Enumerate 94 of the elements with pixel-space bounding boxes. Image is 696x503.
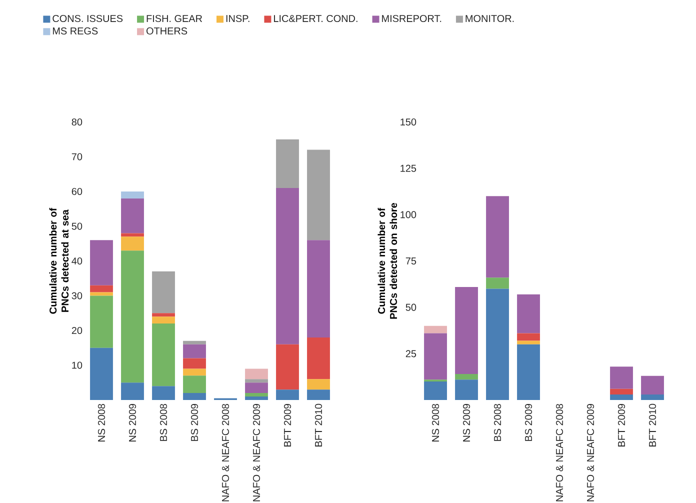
bar — [455, 286, 478, 374]
bar — [245, 396, 268, 400]
y-tick-label: 150 — [400, 118, 416, 126]
legend-label: LIC&PERT. COND. — [274, 14, 358, 22]
x-tick-label: BS 2008 — [160, 404, 168, 441]
x-tick-label: BFT 2010 — [648, 404, 656, 446]
y-tick-label: 40 — [72, 257, 82, 265]
bar — [486, 288, 509, 400]
bar — [486, 196, 509, 278]
bar — [152, 313, 175, 317]
bar — [245, 368, 268, 380]
bar — [121, 236, 144, 251]
bar — [121, 198, 144, 234]
bar — [183, 340, 206, 344]
bar — [424, 333, 447, 380]
bar — [641, 376, 664, 394]
y-tick-label: 50 — [72, 222, 82, 230]
bar — [307, 390, 330, 400]
bar — [183, 376, 206, 394]
x-tick-label: BS 2009 — [190, 404, 198, 441]
y-tick-label: 75 — [406, 258, 416, 264]
bar — [517, 340, 540, 344]
bar — [152, 386, 175, 400]
bar — [307, 337, 330, 380]
x-tick-label: NS 2009 — [462, 404, 470, 442]
bar — [455, 374, 478, 380]
bar — [90, 240, 113, 286]
bar — [121, 233, 144, 237]
bar — [276, 188, 299, 344]
bar — [517, 294, 540, 334]
bar — [152, 324, 175, 386]
x-tick-label: BFT 2009 — [618, 404, 626, 446]
x-tick-label: BS 2009 — [524, 404, 532, 441]
legend-label: CONS. ISSUES — [52, 14, 123, 22]
bar — [307, 240, 330, 338]
x-tick-label: NS 2009 — [128, 404, 136, 442]
bar — [245, 382, 268, 394]
y-tick-label: 100 — [400, 211, 416, 218]
bar — [517, 344, 540, 400]
y-tick-label: 125 — [400, 164, 416, 172]
x-tick-label: NAFO & NEAFC 2008 — [222, 404, 230, 502]
bar — [183, 358, 206, 369]
bar — [276, 344, 299, 390]
x-tick-label: BS 2008 — [494, 404, 502, 441]
y-tick-label: 25 — [406, 350, 416, 358]
bar — [90, 296, 113, 348]
bar — [610, 388, 633, 394]
bar — [276, 390, 299, 400]
bar — [90, 292, 113, 296]
y-tick-label: 50 — [406, 304, 416, 311]
y-tick-label: 70 — [72, 153, 82, 160]
legend-label: OTHERS — [146, 27, 188, 34]
y-tick-label: 30 — [72, 292, 82, 300]
x-tick-label: NAFO & NEAFC 2008 — [556, 404, 564, 502]
bar — [183, 344, 206, 358]
bar — [152, 271, 175, 314]
bar — [152, 316, 175, 324]
bar — [90, 348, 113, 400]
y-axis-title: Cumulative number of PNCs detected on shore — [378, 202, 398, 319]
legend-label: MS REGS — [52, 27, 98, 34]
bar — [641, 394, 664, 400]
x-tick-label: BFT 2009 — [284, 404, 292, 446]
x-tick-label: NS 2008 — [98, 404, 106, 442]
bar — [610, 366, 633, 389]
bar — [121, 382, 144, 400]
legend-label: MISREPORT. — [382, 14, 442, 22]
bar — [276, 139, 299, 188]
bar — [121, 192, 144, 198]
y-tick-label: 80 — [72, 118, 82, 126]
bar — [90, 285, 113, 292]
bar — [183, 393, 206, 400]
x-tick-label: NAFO & NEAFC 2009 — [586, 404, 594, 502]
bar — [121, 250, 144, 383]
bar — [424, 381, 447, 400]
bar — [455, 380, 478, 400]
y-axis-title: Cumulative number of PNCs detected at sea — [49, 208, 69, 314]
x-tick-label: NS 2008 — [432, 404, 440, 442]
bar — [245, 379, 268, 383]
bar — [307, 379, 330, 390]
y-tick-label: 10 — [72, 362, 82, 369]
y-tick-label: 60 — [72, 188, 82, 196]
legend-label: INSP. — [226, 14, 250, 22]
x-tick-label: BFT 2010 — [314, 404, 322, 446]
x-tick-label: NAFO & NEAFC 2009 — [252, 404, 260, 502]
legend-label: FISH. GEAR — [146, 14, 202, 22]
bar — [424, 326, 447, 334]
legend-label: MONITOR. — [466, 14, 514, 22]
bar — [307, 150, 330, 240]
y-tick-label: 20 — [72, 326, 82, 334]
bar — [486, 278, 509, 289]
bar — [245, 393, 268, 397]
bar — [610, 394, 633, 400]
bar — [517, 333, 540, 341]
bar — [183, 368, 206, 376]
